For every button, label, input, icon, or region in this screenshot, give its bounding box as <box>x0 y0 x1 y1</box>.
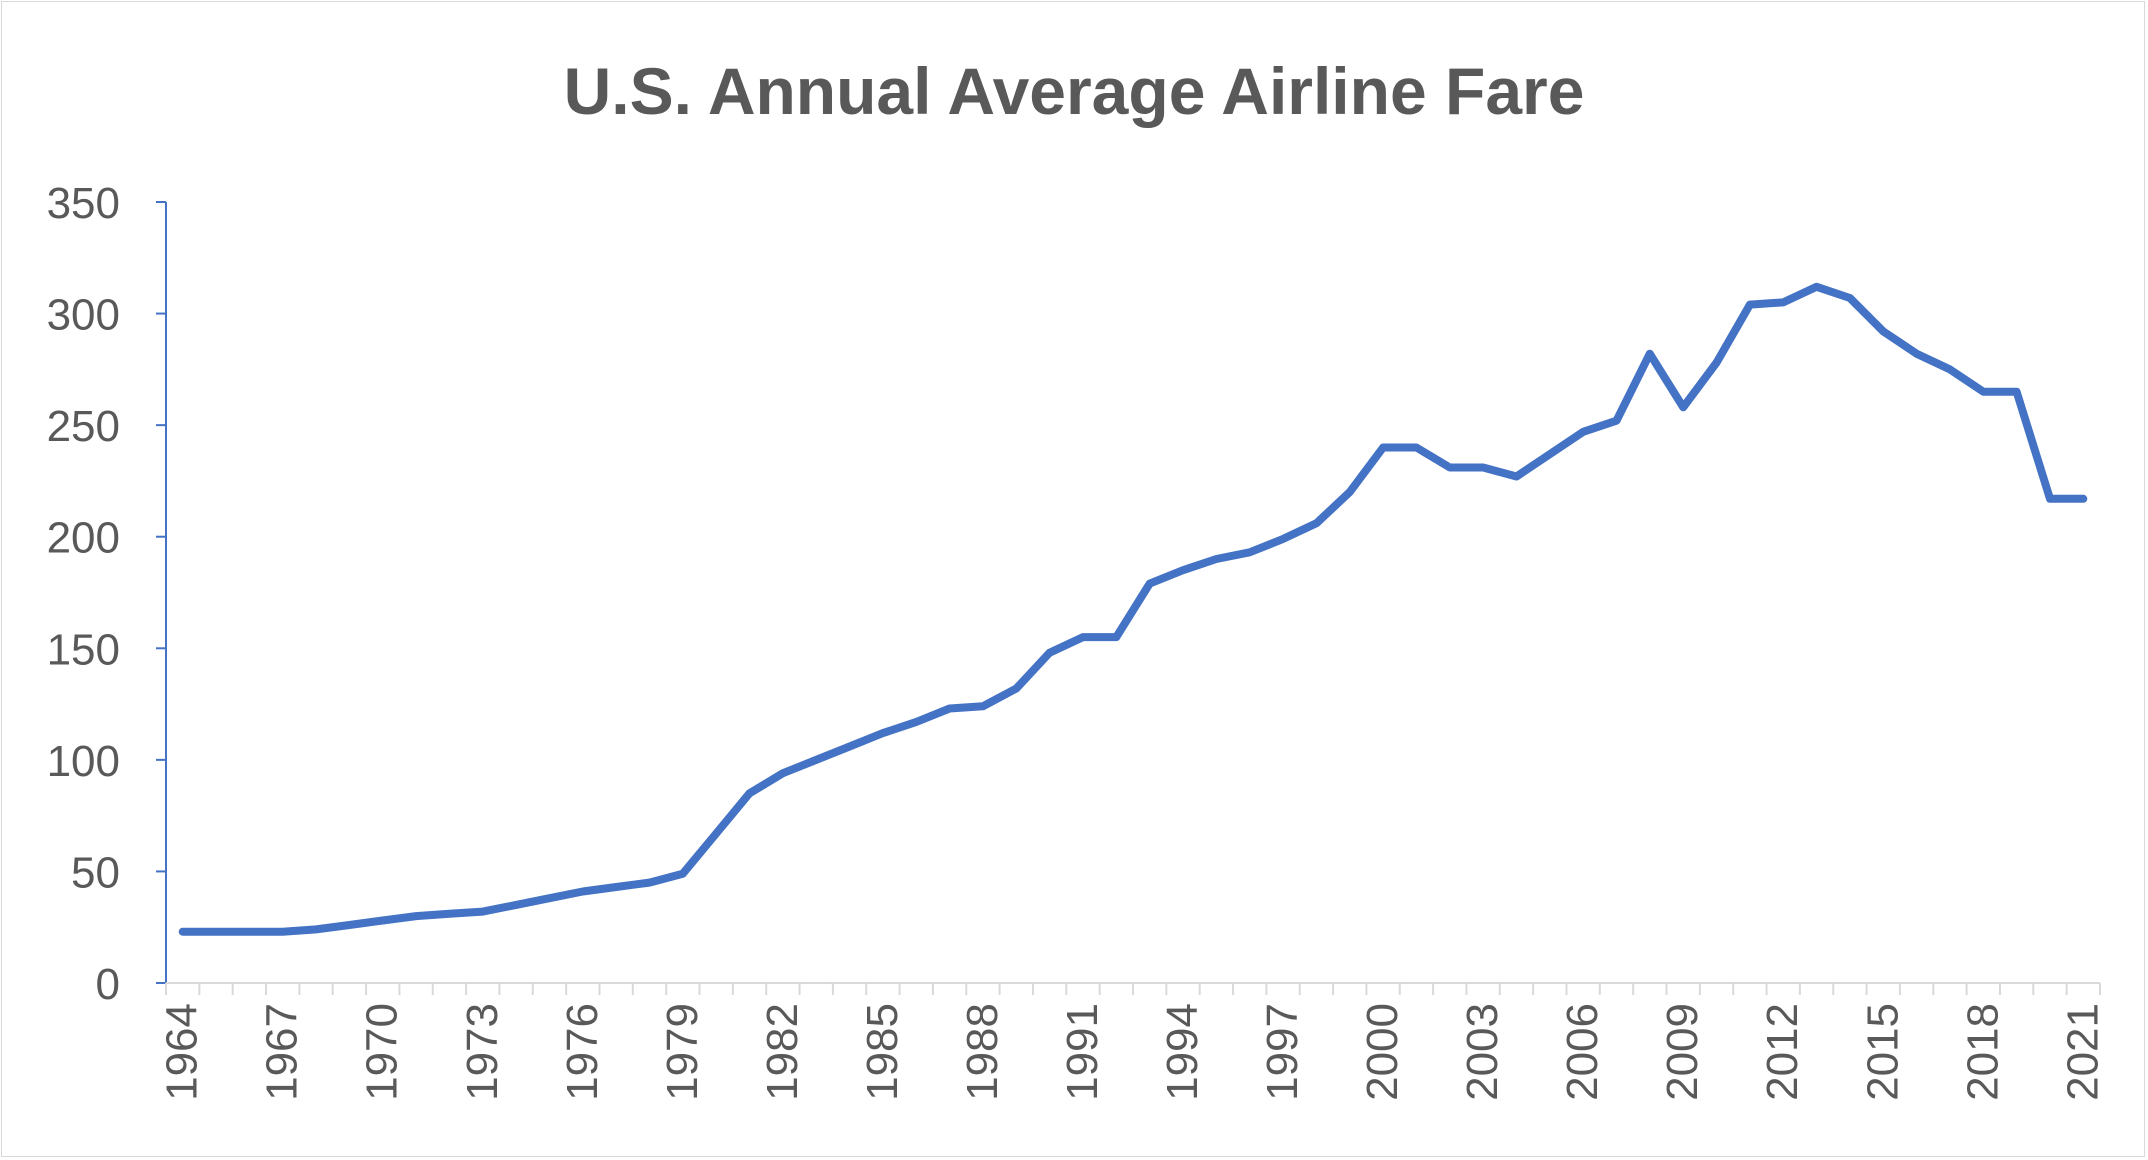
x-tick-label: 1964 <box>158 1003 207 1101</box>
series-area <box>178 282 2088 936</box>
x-tick-label: 2006 <box>1558 1003 1607 1101</box>
y-tick-label: 100 <box>47 737 120 786</box>
x-tick-label: 2021 <box>2058 1003 2107 1101</box>
y-tick-label: 0 <box>96 960 120 1009</box>
x-tick-label: 1991 <box>1058 1003 1107 1101</box>
x-axis: 1964 1967 1970 1973 1976 1979 1982 1985 1988 1991… <box>158 982 2107 1101</box>
y-tick-label: 350 <box>47 179 120 228</box>
x-tick-label: 1997 <box>1258 1003 1307 1101</box>
x-tick-label: 1970 <box>358 1003 407 1101</box>
series-line <box>178 282 2088 936</box>
y-tick-label: 250 <box>47 402 120 451</box>
x-tick-label: 2009 <box>1658 1003 1707 1101</box>
y-tick-label: 200 <box>47 514 120 563</box>
x-tick-label: 2003 <box>1458 1003 1507 1101</box>
x-tick-label: 2018 <box>1958 1003 2007 1101</box>
y-tick-label: 300 <box>47 291 120 340</box>
y-tick-label: 150 <box>47 625 120 674</box>
x-tick-label: 1967 <box>258 1003 307 1101</box>
x-tick-label: 1994 <box>1158 1003 1207 1101</box>
x-tick-label: 2012 <box>1758 1003 1807 1101</box>
x-tick-label: 1979 <box>658 1003 707 1101</box>
x-tick-label: 1985 <box>858 1003 907 1101</box>
y-axis: 0 50 100 150 200 250 300 350 <box>47 179 167 1009</box>
x-tick-label: 2000 <box>1358 1003 1407 1101</box>
x-tick-label: 1973 <box>458 1003 507 1101</box>
chart-title: U.S. Annual Average Airline Fare <box>564 54 1585 128</box>
x-tick-label: 1982 <box>758 1003 807 1101</box>
y-tick-label: 50 <box>71 848 120 897</box>
x-tick-label: 1988 <box>958 1003 1007 1101</box>
x-tick-label: 1976 <box>558 1003 607 1101</box>
x-tick-label: 2015 <box>1858 1003 1907 1101</box>
